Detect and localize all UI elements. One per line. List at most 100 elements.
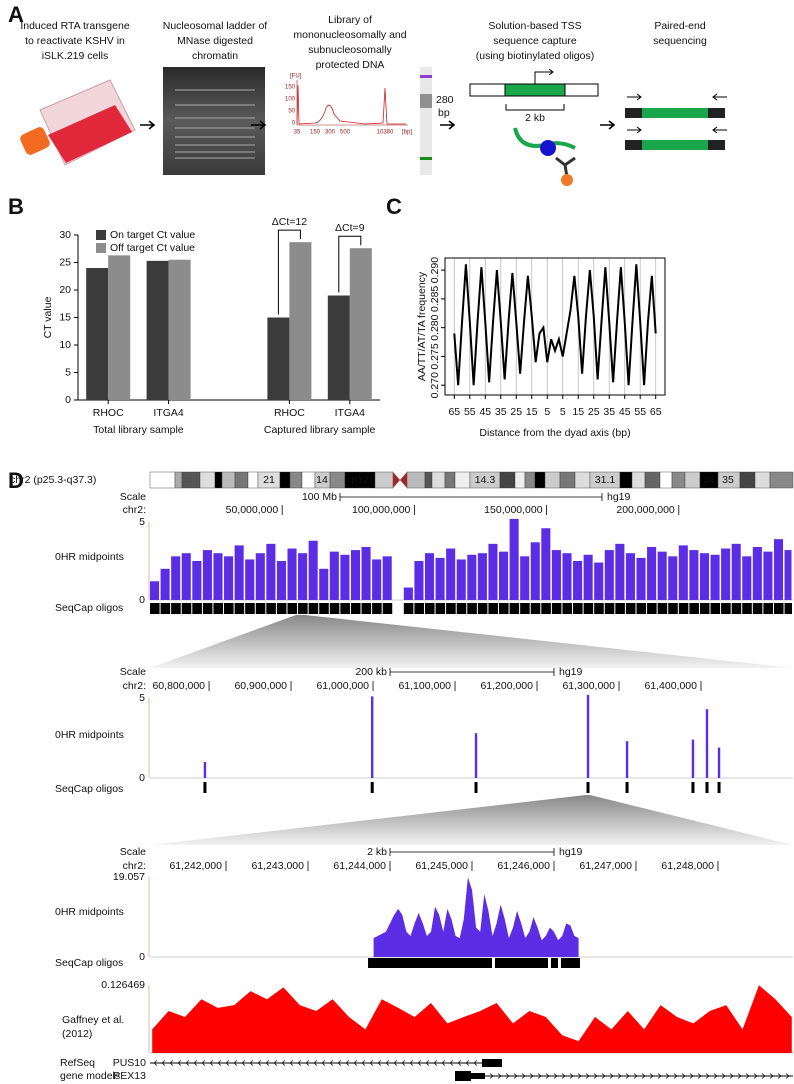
oligo [615, 603, 625, 614]
signal-bar [266, 543, 276, 600]
strand-chevron [241, 1060, 246, 1066]
signal-bar [446, 548, 456, 600]
signal-bar [308, 540, 318, 600]
signal-bar [150, 581, 160, 600]
strand-chevron [665, 1073, 670, 1079]
chromosome-band [174, 471, 183, 489]
track-name: SeqCap oligos [55, 602, 123, 614]
signal-bar [678, 545, 688, 600]
scale-label: Scale [120, 846, 146, 858]
oligo [435, 603, 446, 614]
strand-chevron [649, 1073, 654, 1079]
strand-chevron [577, 1073, 582, 1079]
step-text: Nucleosomal ladder of [163, 20, 268, 32]
chromosome-band [454, 471, 471, 489]
x-tick-label: 5 [544, 406, 550, 418]
step-text: iSLK.219 cells [42, 50, 109, 62]
bioanalyzer-tick: 10380 [377, 130, 394, 136]
signal-bar [573, 561, 583, 600]
x-tick-label: RHOC [93, 407, 124, 419]
oligo [494, 958, 549, 968]
band-label: 34 [703, 474, 715, 486]
strand-chevron [673, 1073, 678, 1079]
signal-bar [488, 543, 498, 600]
centromere [393, 472, 407, 488]
oligo [192, 603, 202, 614]
strand-chevron [361, 1060, 366, 1066]
step-text: (using biotinylated oligos) [476, 50, 594, 62]
strand-chevron [785, 1073, 790, 1079]
chromosome-band [289, 471, 303, 489]
oligo [255, 603, 266, 614]
strand-chevron [225, 1060, 230, 1066]
chromosome-band [181, 471, 201, 489]
x-tick-label: 100,000,000 [352, 504, 411, 516]
oligo [710, 603, 721, 614]
chromosome-band [424, 471, 433, 489]
y-tick-label: 0.290 [429, 257, 441, 283]
signal-bar [424, 553, 435, 600]
capture-diagram [469, 68, 599, 186]
oligo [560, 958, 580, 968]
line [453, 264, 657, 386]
x-tick-label: 55 [464, 406, 476, 418]
sequencing-diagram [625, 93, 727, 150]
strand-chevron [545, 1073, 550, 1079]
oligo [171, 603, 181, 614]
oligo [477, 603, 488, 614]
signal-bar [551, 550, 561, 600]
band-label: 14.3 [475, 474, 496, 486]
assembly-label: hg19 [607, 491, 631, 503]
strand-chevron [289, 1060, 294, 1066]
x-tick-label: 50,000,000 [226, 504, 279, 516]
x-tick-label: 61,400,000 [644, 680, 697, 692]
track-name: SeqCap oligos [55, 783, 123, 795]
chromosome-ideogram [149, 471, 794, 489]
bar [349, 248, 372, 400]
signal-bar [636, 557, 646, 600]
x-tick-label: 61,100,000 [398, 680, 451, 692]
signal-bar [604, 550, 614, 600]
signal-bar [340, 554, 350, 600]
annotation-bracket [277, 229, 301, 315]
group-label: Total library sample [93, 424, 184, 436]
strand-chevron [769, 1073, 774, 1079]
strand-chevron [777, 1073, 782, 1079]
signal-bar [192, 561, 202, 600]
signal-bar [710, 554, 720, 600]
signal-bar [647, 546, 657, 600]
signal-bar [520, 556, 530, 600]
signal-bar [160, 568, 170, 600]
oligo [721, 603, 731, 614]
strand-chevron [217, 1060, 222, 1066]
signal-bar [329, 551, 339, 600]
oligo [731, 603, 742, 614]
y-tick-label: 5 [65, 366, 71, 378]
oligo [498, 603, 509, 614]
panel-label: C [386, 194, 402, 219]
oligo [202, 603, 213, 614]
signal-bar [763, 551, 773, 600]
gene-track-name: gene models [60, 1070, 120, 1082]
track-y-label: 5 [139, 692, 145, 704]
signal-spike [586, 694, 590, 778]
bioanalyzer-tick: 150 [285, 85, 296, 91]
signal-spike [691, 739, 695, 778]
y-tick-label: 0.280 [429, 314, 441, 340]
x-tick-label: 25 [588, 406, 600, 418]
x-tick-label: 45 [479, 406, 491, 418]
signal-bar [202, 550, 212, 600]
signal-spike [705, 709, 709, 778]
band-label: p12 [351, 474, 369, 486]
strand-chevron [273, 1060, 278, 1066]
signal-bar [435, 557, 445, 600]
strand-chevron [473, 1060, 478, 1066]
x-tick-label: 61,242,000 [169, 860, 222, 872]
x-tick-label: 61,245,000 [415, 860, 468, 872]
strand-chevron [385, 1060, 390, 1066]
oligo [509, 603, 520, 614]
strand-chevron [753, 1073, 758, 1079]
gene-name: PEX13 [113, 1070, 146, 1082]
signal-bar [689, 550, 699, 600]
x-tick-label: 61,200,000 [480, 680, 533, 692]
